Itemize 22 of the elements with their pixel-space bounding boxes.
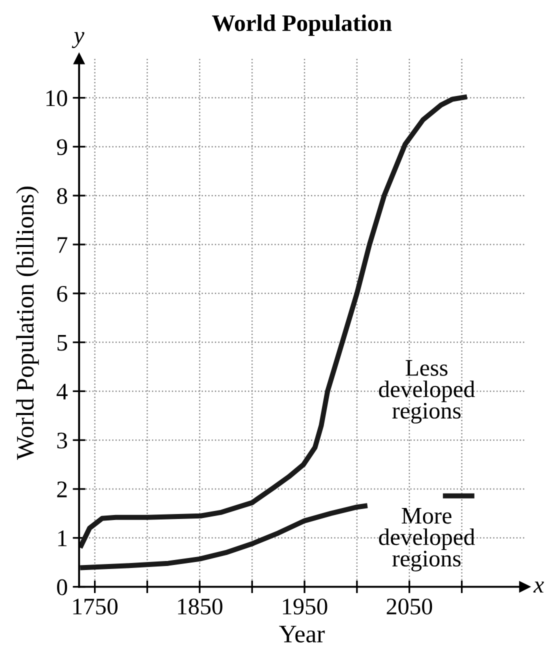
y-tick-label: 6 (57, 286, 68, 302)
y-tick-label: 10 (46, 90, 68, 106)
x-axis-title: Year (279, 626, 325, 642)
chart-title: World Population (212, 14, 392, 36)
y-tick-label: 5 (58, 335, 68, 351)
y-tick-label: 2 (57, 482, 67, 498)
x-tick-label: 1750 (73, 598, 118, 615)
y-tick-label: 1 (58, 530, 67, 546)
y-tick-label: 7 (58, 237, 68, 253)
x-tick-label: 1950 (282, 598, 328, 615)
y-tick-label: 9 (56, 139, 68, 156)
annotation: Less developed regions (379, 360, 475, 424)
annotation: More developed regions (379, 508, 475, 572)
text: x (533, 582, 544, 592)
y-tick-label: 0 (57, 579, 68, 596)
x-tick-label: 1850 (178, 598, 222, 615)
x-tick-label: 2050 (386, 598, 432, 615)
text: y (72, 32, 84, 48)
y-tick-label: 3 (57, 432, 68, 449)
y-tick-label: 4 (56, 384, 68, 400)
y-axis-title: World Population (billions) (16, 186, 39, 460)
y-tick-label: 8 (57, 188, 68, 204)
